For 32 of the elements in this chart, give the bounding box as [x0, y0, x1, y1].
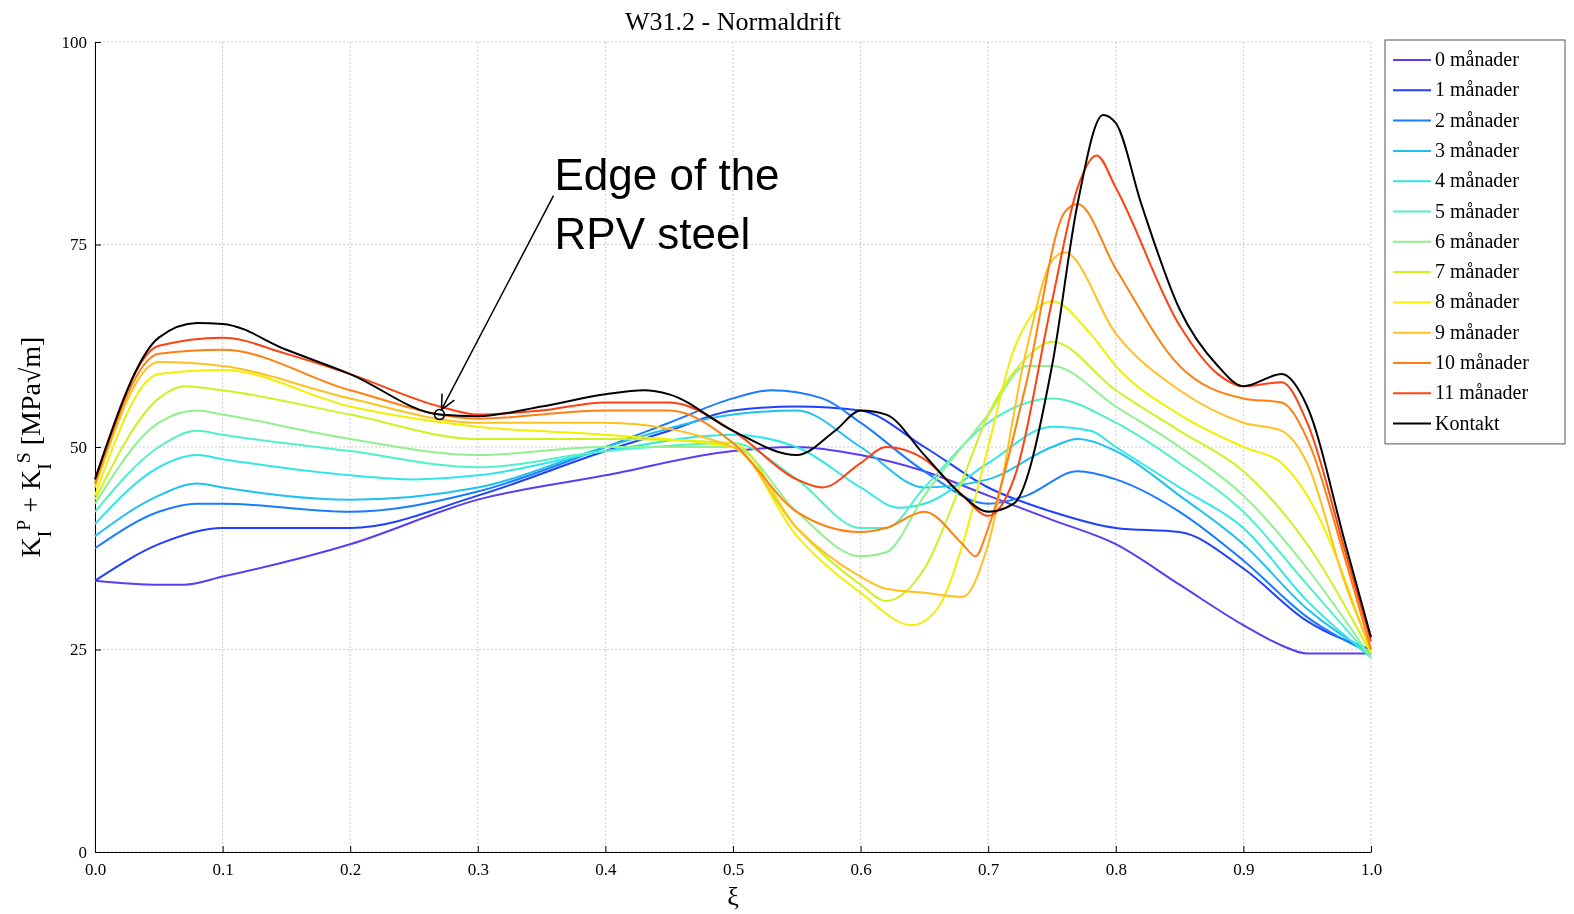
x-tick-label: 0.7: [978, 860, 1000, 880]
y-tick-label: 100: [61, 32, 87, 52]
y-tick-label: 50: [69, 437, 87, 457]
x-tick-label: 0.9: [1233, 860, 1255, 880]
legend-label: 2 månader: [1435, 108, 1520, 131]
y-tick-label: 0: [78, 842, 87, 862]
legend-label: 0 månader: [1435, 48, 1520, 70]
legend-label: 7 månader: [1435, 260, 1520, 283]
x-tick-label: 0.6: [850, 860, 872, 880]
chart-title: W31.2 - Normaldrift: [625, 7, 842, 36]
y-tick-label: 75: [69, 235, 87, 255]
legend-label: 11 månader: [1435, 381, 1529, 404]
x-axis-title: ξ: [727, 882, 739, 911]
legend-label: 6 månader: [1435, 229, 1520, 252]
legend-label: 3 månader: [1435, 138, 1520, 161]
x-tick-label: 0.4: [595, 860, 618, 880]
x-tick-label: 0.8: [1105, 860, 1127, 880]
x-tick-label: 0.5: [722, 860, 745, 880]
legend-label: 8 månader: [1435, 290, 1520, 313]
x-tick-label: 0.0: [84, 860, 107, 880]
legend-label: 9 månader: [1435, 320, 1520, 343]
legend-label: 4 månader: [1435, 169, 1520, 192]
x-tick-label: 0.2: [340, 860, 362, 880]
legend-label: 10 månader: [1435, 351, 1530, 373]
x-tick-label: 0.1: [212, 860, 234, 880]
legend-label: 1 månader: [1435, 78, 1520, 101]
y-tick-label: 25: [69, 640, 87, 660]
x-tick-label: 0.3: [467, 860, 489, 880]
annotation: Edge of the RPV steel: [554, 149, 780, 258]
legend-label: 5 månader: [1435, 199, 1520, 222]
legend-label: Kontakt: [1435, 411, 1500, 434]
x-tick-label: 1.0: [1360, 860, 1383, 880]
